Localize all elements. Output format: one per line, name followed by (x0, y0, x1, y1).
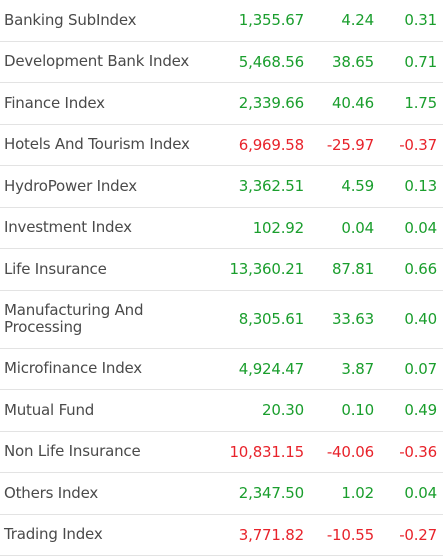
index-name: Development Bank Index (0, 53, 218, 70)
index-change: -10.55 (304, 526, 374, 544)
index-value: 20.30 (218, 401, 304, 419)
index-name: Others Index (0, 485, 218, 502)
index-percent-change: -0.36 (374, 443, 443, 461)
table-row[interactable]: Trading Index 3,771.82 -10.55 -0.27 (0, 515, 443, 556)
index-value: 1,355.67 (218, 11, 304, 29)
index-percent-change: -0.27 (374, 526, 443, 544)
index-value: 102.92 (218, 219, 304, 237)
index-change: 1.02 (304, 484, 374, 502)
index-value: 2,339.66 (218, 94, 304, 112)
index-name: Life Insurance (0, 261, 218, 278)
index-name: Non Life Insurance (0, 443, 218, 460)
index-change: 38.65 (304, 53, 374, 71)
index-change: 0.04 (304, 219, 374, 237)
index-value: 3,771.82 (218, 526, 304, 544)
index-name: Hotels And Tourism Index (0, 136, 218, 153)
index-name: Trading Index (0, 526, 218, 543)
index-change: 87.81 (304, 260, 374, 278)
index-change: 3.87 (304, 360, 374, 378)
index-value: 2,347.50 (218, 484, 304, 502)
index-name: Microfinance Index (0, 360, 218, 377)
index-change: 33.63 (304, 310, 374, 328)
index-name: HydroPower Index (0, 178, 218, 195)
index-change: 4.24 (304, 11, 374, 29)
index-name: Finance Index (0, 95, 218, 112)
index-change: -40.06 (304, 443, 374, 461)
index-percent-change: -0.37 (374, 136, 443, 154)
table-row[interactable]: Microfinance Index 4,924.47 3.87 0.07 (0, 349, 443, 391)
table-row[interactable]: Non Life Insurance 10,831.15 -40.06 -0.3… (0, 432, 443, 474)
index-percent-change: 0.66 (374, 260, 443, 278)
table-row[interactable]: Life Insurance 13,360.21 87.81 0.66 (0, 249, 443, 291)
index-percent-change: 0.04 (374, 484, 443, 502)
index-value: 13,360.21 (218, 260, 304, 278)
index-percent-change: 0.40 (374, 310, 443, 328)
index-value: 5,468.56 (218, 53, 304, 71)
index-percent-change: 0.49 (374, 401, 443, 419)
index-value: 6,969.58 (218, 136, 304, 154)
table-row[interactable]: Hotels And Tourism Index 6,969.58 -25.97… (0, 125, 443, 167)
index-percent-change: 0.31 (374, 11, 443, 29)
index-name: Manufacturing And Processing (0, 302, 218, 336)
index-percent-change: 0.04 (374, 219, 443, 237)
table-row[interactable]: HydroPower Index 3,362.51 4.59 0.13 (0, 166, 443, 208)
table-row[interactable]: Finance Index 2,339.66 40.46 1.75 (0, 83, 443, 125)
index-percent-change: 0.71 (374, 53, 443, 71)
index-value: 4,924.47 (218, 360, 304, 378)
table-row[interactable]: Banking SubIndex 1,355.67 4.24 0.31 (0, 0, 443, 42)
index-value: 8,305.61 (218, 310, 304, 328)
index-name: Banking SubIndex (0, 12, 218, 29)
table-row[interactable]: Manufacturing And Processing 8,305.61 33… (0, 291, 443, 349)
index-percent-change: 0.13 (374, 177, 443, 195)
index-name: Mutual Fund (0, 402, 218, 419)
index-change: 4.59 (304, 177, 374, 195)
index-change: 0.10 (304, 401, 374, 419)
index-value: 3,362.51 (218, 177, 304, 195)
table-row[interactable]: Development Bank Index 5,468.56 38.65 0.… (0, 42, 443, 84)
index-percent-change: 1.75 (374, 94, 443, 112)
table-row[interactable]: Investment Index 102.92 0.04 0.04 (0, 208, 443, 250)
table-row[interactable]: Mutual Fund 20.30 0.10 0.49 (0, 390, 443, 432)
index-name: Investment Index (0, 219, 218, 236)
index-change: -25.97 (304, 136, 374, 154)
index-change: 40.46 (304, 94, 374, 112)
index-value: 10,831.15 (218, 443, 304, 461)
index-percent-change: 0.07 (374, 360, 443, 378)
table-row[interactable]: Others Index 2,347.50 1.02 0.04 (0, 473, 443, 515)
